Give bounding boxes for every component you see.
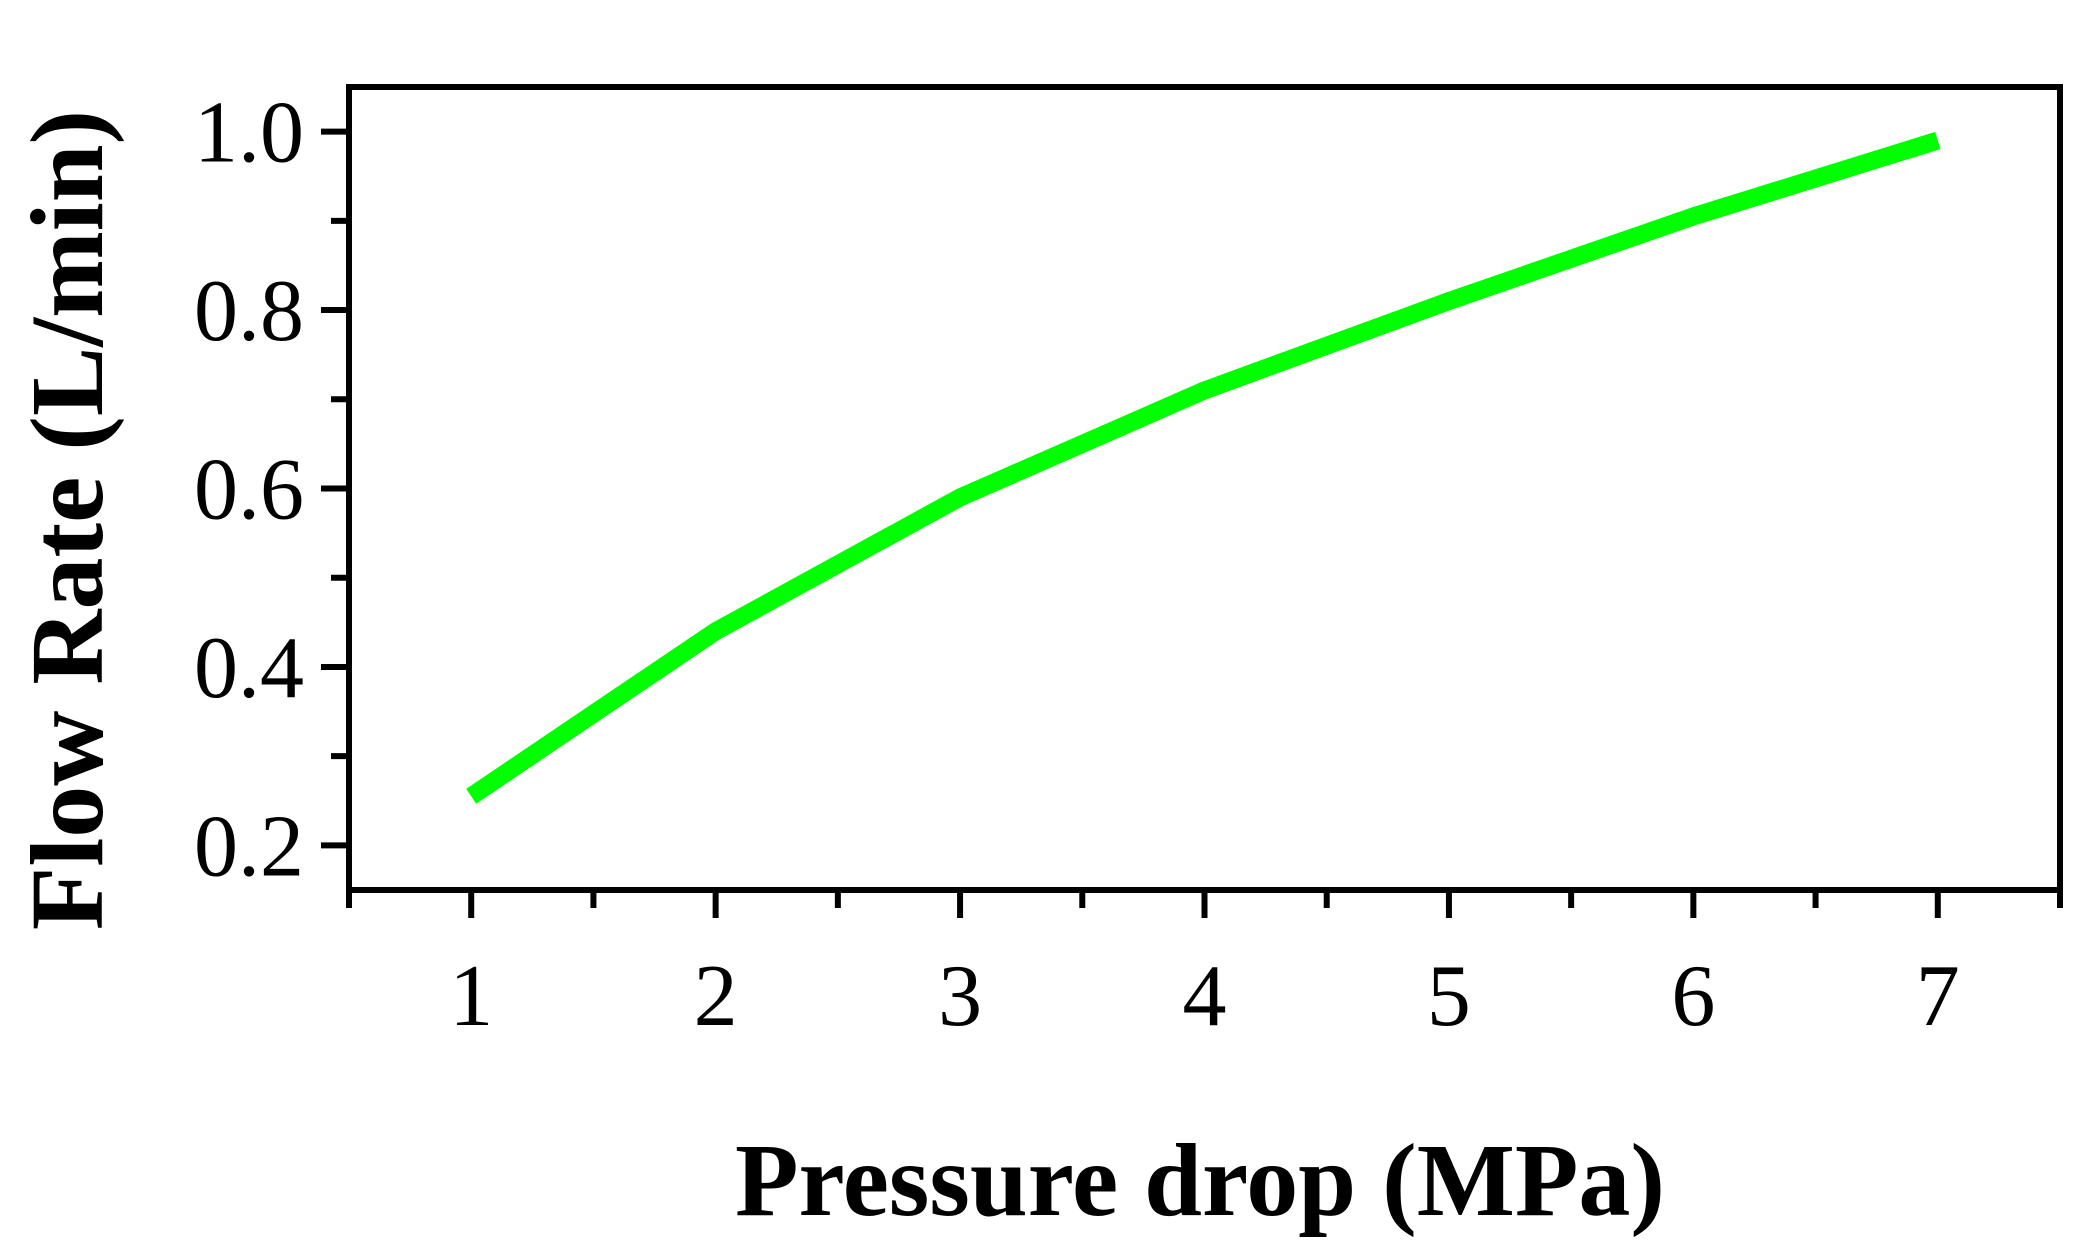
x-tick-label: 7 xyxy=(1916,948,1960,1045)
x-tick-label: 3 xyxy=(938,948,982,1045)
series-line-0 xyxy=(466,131,1941,804)
y-tick-label: 1.0 xyxy=(194,85,304,182)
y-axis-title: Flow Rate (L/min) xyxy=(10,110,125,930)
plot-area-frame xyxy=(346,84,2063,893)
y-axis-ticks: 0.2 0.4 0.6 0.8 1.0 xyxy=(194,85,349,895)
x-axis-ticks: 1 2 3 4 5 6 7 xyxy=(346,890,2063,1045)
x-axis-title: Pressure drop (MPa) xyxy=(735,1123,1665,1238)
x-tick-label: 6 xyxy=(1671,948,1715,1045)
y-tick-label: 0.6 xyxy=(194,442,304,539)
series-layer xyxy=(466,131,1941,804)
y-tick-label: 0.8 xyxy=(194,263,304,360)
x-tick-label: 2 xyxy=(694,948,738,1045)
x-tick-label: 5 xyxy=(1427,948,1471,1045)
y-tick-label: 0.2 xyxy=(194,798,304,895)
x-tick-label: 1 xyxy=(449,948,493,1045)
y-tick-label: 0.4 xyxy=(194,620,304,717)
x-tick-label: 4 xyxy=(1183,948,1227,1045)
